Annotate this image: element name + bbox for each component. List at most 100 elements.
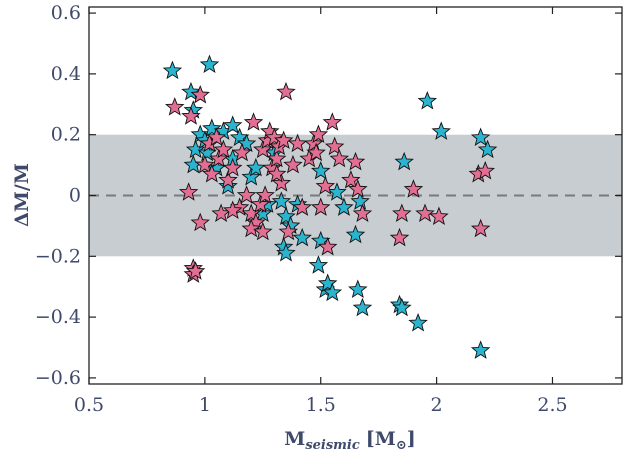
data-point-star (250, 194, 271, 213)
data-point-star (477, 139, 498, 159)
data-point-star (317, 273, 338, 292)
x-tick-label: 2.5 (537, 394, 567, 416)
y-tick-label: −0.6 (35, 367, 81, 389)
data-point-star (162, 60, 183, 80)
data-point-star (202, 163, 222, 183)
x-tick-label: 1.5 (306, 394, 336, 416)
data-point-star (292, 197, 312, 216)
data-point-star (222, 157, 243, 177)
data-point-star (218, 176, 238, 195)
data-point-star (276, 81, 296, 101)
data-point-star (470, 127, 491, 147)
data-point-star (236, 185, 257, 204)
data-point-star (236, 133, 257, 153)
data-point-star (408, 312, 428, 332)
data-point-star (165, 97, 185, 116)
data-point-star (415, 203, 435, 223)
tick-labels: 0.5 1 1.5 2 2.5 −0.6 −0.4 −0.2 0 0.2 0.4 0.6 (35, 2, 568, 416)
data-point-star (287, 133, 308, 153)
data-point-star (315, 176, 336, 195)
data-point-star (190, 84, 210, 104)
x-axis-label-subscript: seismic (305, 438, 360, 450)
data-point-star (232, 142, 252, 162)
data-point-star (352, 297, 373, 317)
data-point-star (470, 218, 491, 238)
data-point-star (345, 224, 366, 244)
data-point-star (190, 212, 210, 232)
y-tick-label: −0.4 (35, 306, 81, 328)
data-point-star (417, 91, 438, 110)
data-point-star (266, 163, 287, 183)
y-axis-label: ΔM/M (11, 163, 33, 227)
data-point-star (292, 227, 312, 247)
data-point-star (348, 279, 368, 299)
data-point-star (178, 182, 199, 201)
data-point-star (243, 112, 264, 131)
data-point-star (241, 218, 261, 238)
plot-frame (88, 6, 623, 385)
data-point-star (308, 255, 329, 274)
data-point-star (470, 340, 491, 359)
data-point-star (218, 170, 238, 189)
data-point-star (181, 106, 201, 125)
y-tick-label: 0.6 (51, 2, 81, 24)
data-point-star (389, 227, 410, 247)
data-point-star (202, 118, 222, 137)
data-point-star (475, 160, 496, 180)
data-point-star (317, 236, 338, 256)
data-point-star (283, 154, 303, 174)
data-point-star (311, 160, 331, 180)
data-point-star (345, 151, 366, 171)
data-point-star (308, 124, 329, 143)
data-point-star (253, 221, 273, 241)
data-point-star (181, 81, 201, 101)
data-point-star (271, 191, 292, 210)
data-point-star (278, 221, 299, 241)
data-point-star (213, 139, 234, 159)
x-tick-label: 2 (431, 394, 443, 416)
data-point-star (334, 197, 354, 216)
data-point-star (195, 154, 215, 174)
data-point-star (276, 243, 296, 262)
data-point-star (329, 148, 350, 168)
data-point-star (431, 121, 451, 140)
data-point-star (206, 127, 227, 147)
y-tick-label: 0.2 (51, 124, 81, 146)
x-tick-label: 1 (199, 394, 211, 416)
data-point-star (266, 148, 287, 168)
sun-symbol: ⊙ (396, 438, 407, 450)
data-point-star (322, 282, 343, 302)
data-point-star (222, 115, 243, 134)
data-point-star (255, 185, 275, 204)
y-tick-label: −0.2 (35, 245, 81, 267)
data-point-star (185, 261, 206, 280)
data-point-star (352, 203, 373, 223)
data-point-star (264, 127, 285, 147)
data-point-star (429, 206, 449, 226)
data-point-star (392, 203, 412, 223)
data-point-star (403, 179, 424, 198)
data-point-star (276, 206, 296, 226)
x-tick-label: 0.5 (74, 394, 104, 416)
data-point-star (392, 297, 412, 317)
data-point-star (327, 182, 347, 201)
data-point-star (246, 157, 266, 177)
data-point-star (304, 133, 324, 153)
data-point-star (322, 112, 343, 131)
data-point-star (341, 170, 361, 189)
data-point-star (241, 167, 261, 186)
x-axis-label: Mseismic [M⊙] (284, 428, 415, 450)
y-tick-label: 0 (69, 185, 81, 207)
data-point-star (394, 151, 414, 171)
data-point-star (271, 173, 292, 192)
y-tick-label: 0.4 (51, 63, 81, 85)
data-point-star (222, 200, 243, 219)
data-point-star (273, 130, 294, 150)
data-point-star (348, 179, 368, 198)
data-point-star (350, 191, 370, 210)
data-point-star (253, 139, 273, 159)
data-point-star (311, 197, 331, 216)
data-point-star (209, 148, 229, 168)
data-point-star (306, 142, 326, 162)
